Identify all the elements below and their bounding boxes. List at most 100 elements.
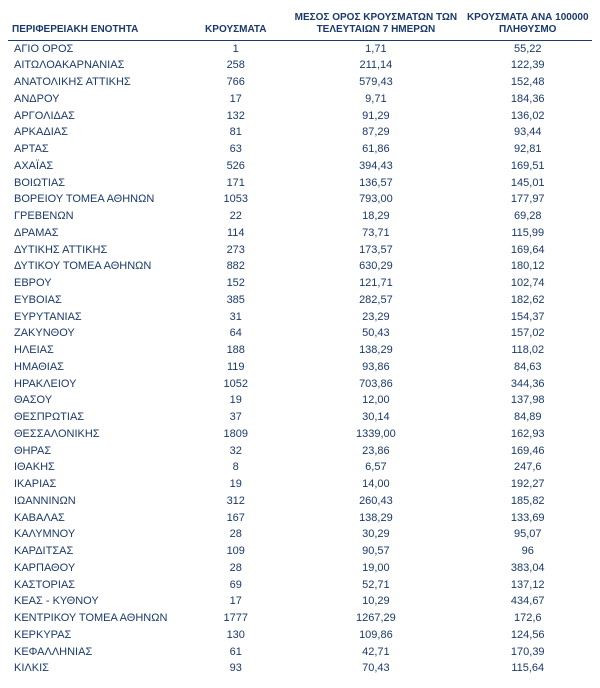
cell-region: ΚΕΑΣ - ΚΥΘΝΟΥ bbox=[8, 594, 183, 611]
cell-avg7: 579,43 bbox=[288, 75, 463, 92]
cell-per100k: 96 bbox=[463, 544, 592, 561]
cell-avg7: 73,71 bbox=[288, 225, 463, 242]
cell-per100k: 84,89 bbox=[463, 410, 592, 427]
cell-region: ΗΜΑΘΙΑΣ bbox=[8, 359, 183, 376]
table-row: ΕΒΡΟΥ152121,71102,74 bbox=[8, 276, 592, 293]
table-row: ΚΙΛΚΙΣ9370,43115,64 bbox=[8, 661, 592, 678]
table-row: ΚΑΡΔΙΤΣΑΣ10990,5796 bbox=[8, 544, 592, 561]
col-cases: ΚΡΟΥΣΜΑΤΑ bbox=[183, 10, 288, 41]
cell-cases: 258 bbox=[183, 58, 288, 75]
table-row: ΑΡΓΟΛΙΔΑΣ13291,29136,02 bbox=[8, 108, 592, 125]
cell-cases: 64 bbox=[183, 326, 288, 343]
col-region: ΠΕΡΙΦΕΡΕΙΑΚΗ ΕΝΟΤΗΤΑ bbox=[8, 10, 183, 41]
cell-cases: 766 bbox=[183, 75, 288, 92]
cell-cases: 385 bbox=[183, 292, 288, 309]
cell-avg7: 138,29 bbox=[288, 510, 463, 527]
table-row: ΑΧΑΪΑΣ526394,43169,51 bbox=[8, 158, 592, 175]
table-row: ΚΕΡΚΥΡΑΣ130109,86124,56 bbox=[8, 627, 592, 644]
cell-avg7: 23,29 bbox=[288, 309, 463, 326]
cell-cases: 152 bbox=[183, 276, 288, 293]
table-row: ΚΑΒΑΛΑΣ167138,29133,69 bbox=[8, 510, 592, 527]
table-row: ΘΕΣΣΑΛΟΝΙΚΗΣ18091339,00162,93 bbox=[8, 426, 592, 443]
cell-region: ΑΡΤΑΣ bbox=[8, 142, 183, 159]
cell-region: ΚΑΒΑΛΑΣ bbox=[8, 510, 183, 527]
cell-cases: 17 bbox=[183, 91, 288, 108]
cell-avg7: 1339,00 bbox=[288, 426, 463, 443]
table-header: ΠΕΡΙΦΕΡΕΙΑΚΗ ΕΝΟΤΗΤΑ ΚΡΟΥΣΜΑΤΑ ΜΕΣΟΣ ΟΡΟ… bbox=[8, 10, 592, 41]
cell-per100k: 137,98 bbox=[463, 393, 592, 410]
cell-cases: 61 bbox=[183, 644, 288, 661]
table-row: ΚΑΛΥΜΝΟΥ2830,2995,07 bbox=[8, 527, 592, 544]
cell-avg7: 10,29 bbox=[288, 594, 463, 611]
cell-region: ΚΙΛΚΙΣ bbox=[8, 661, 183, 678]
cell-avg7: 14,00 bbox=[288, 477, 463, 494]
cell-avg7: 173,57 bbox=[288, 242, 463, 259]
table-row: ΗΛΕΙΑΣ188138,29118,02 bbox=[8, 343, 592, 360]
cell-cases: 1 bbox=[183, 41, 288, 58]
table-row: ΘΕΣΠΡΩΤΙΑΣ3730,1484,89 bbox=[8, 410, 592, 427]
cell-per100k: 115,64 bbox=[463, 661, 592, 678]
cell-per100k: 145,01 bbox=[463, 175, 592, 192]
table-row: ΗΜΑΘΙΑΣ11993,8684,63 bbox=[8, 359, 592, 376]
cell-region: ΙΩΑΝΝΙΝΩΝ bbox=[8, 493, 183, 510]
cell-per100k: 133,69 bbox=[463, 510, 592, 527]
cell-region: ΔΥΤΙΚΗΣ ΑΤΤΙΚΗΣ bbox=[8, 242, 183, 259]
cell-avg7: 260,43 bbox=[288, 493, 463, 510]
cell-avg7: 52,71 bbox=[288, 577, 463, 594]
cases-table: ΠΕΡΙΦΕΡΕΙΑΚΗ ΕΝΟΤΗΤΑ ΚΡΟΥΣΜΑΤΑ ΜΕΣΟΣ ΟΡΟ… bbox=[8, 10, 592, 678]
cell-avg7: 793,00 bbox=[288, 192, 463, 209]
cell-per100k: 169,64 bbox=[463, 242, 592, 259]
cell-region: ΑΓΙΟ ΟΡΟΣ bbox=[8, 41, 183, 58]
cell-cases: 119 bbox=[183, 359, 288, 376]
table-row: ΗΡΑΚΛΕΙΟΥ1052703,86344,36 bbox=[8, 376, 592, 393]
table-row: ΑΝΑΤΟΛΙΚΗΣ ΑΤΤΙΚΗΣ766579,43152,48 bbox=[8, 75, 592, 92]
cell-cases: 109 bbox=[183, 544, 288, 561]
table-row: ΙΘΑΚΗΣ86,57247,6 bbox=[8, 460, 592, 477]
table-row: ΓΡΕΒΕΝΩΝ2218,2969,28 bbox=[8, 209, 592, 226]
cell-cases: 31 bbox=[183, 309, 288, 326]
table-row: ΘΑΣΟΥ1912,00137,98 bbox=[8, 393, 592, 410]
cell-avg7: 394,43 bbox=[288, 158, 463, 175]
cell-avg7: 18,29 bbox=[288, 209, 463, 226]
cell-per100k: 434,67 bbox=[463, 594, 592, 611]
cell-region: ΑΝΑΤΟΛΙΚΗΣ ΑΤΤΙΚΗΣ bbox=[8, 75, 183, 92]
table-row: ΙΚΑΡΙΑΣ1914,00192,27 bbox=[8, 477, 592, 494]
cell-per100k: 69,28 bbox=[463, 209, 592, 226]
cell-avg7: 1267,29 bbox=[288, 611, 463, 628]
cell-region: ΘΑΣΟΥ bbox=[8, 393, 183, 410]
cell-per100k: 247,6 bbox=[463, 460, 592, 477]
cell-region: ΚΑΛΥΜΝΟΥ bbox=[8, 527, 183, 544]
cell-avg7: 30,29 bbox=[288, 527, 463, 544]
cell-per100k: 102,74 bbox=[463, 276, 592, 293]
cell-cases: 1777 bbox=[183, 611, 288, 628]
cell-region: ΚΕΦΑΛΛΗΝΙΑΣ bbox=[8, 644, 183, 661]
cell-cases: 63 bbox=[183, 142, 288, 159]
table-row: ΚΕΝΤΡΙΚΟΥ ΤΟΜΕΑ ΑΘΗΝΩΝ17771267,29172,6 bbox=[8, 611, 592, 628]
cell-region: ΓΡΕΒΕΝΩΝ bbox=[8, 209, 183, 226]
cell-avg7: 93,86 bbox=[288, 359, 463, 376]
cell-region: ΙΚΑΡΙΑΣ bbox=[8, 477, 183, 494]
cell-region: ΗΡΑΚΛΕΙΟΥ bbox=[8, 376, 183, 393]
cell-cases: 312 bbox=[183, 493, 288, 510]
cell-avg7: 30,14 bbox=[288, 410, 463, 427]
cell-per100k: 136,02 bbox=[463, 108, 592, 125]
cell-region: ΕΥΒΟΙΑΣ bbox=[8, 292, 183, 309]
cell-cases: 93 bbox=[183, 661, 288, 678]
table-row: ΒΟΡΕΙΟΥ ΤΟΜΕΑ ΑΘΗΝΩΝ1053793,00177,97 bbox=[8, 192, 592, 209]
cell-cases: 130 bbox=[183, 627, 288, 644]
cell-per100k: 185,82 bbox=[463, 493, 592, 510]
cell-avg7: 91,29 bbox=[288, 108, 463, 125]
cell-per100k: 192,27 bbox=[463, 477, 592, 494]
cell-per100k: 55,22 bbox=[463, 41, 592, 58]
table-row: ΕΥΒΟΙΑΣ385282,57182,62 bbox=[8, 292, 592, 309]
table-row: ΑΡΤΑΣ6361,8692,81 bbox=[8, 142, 592, 159]
cell-cases: 167 bbox=[183, 510, 288, 527]
cell-avg7: 61,86 bbox=[288, 142, 463, 159]
cell-per100k: 162,93 bbox=[463, 426, 592, 443]
cell-region: ΚΑΣΤΟΡΙΑΣ bbox=[8, 577, 183, 594]
table-row: ΘΗΡΑΣ3223,86169,46 bbox=[8, 443, 592, 460]
cell-cases: 81 bbox=[183, 125, 288, 142]
cell-avg7: 1,71 bbox=[288, 41, 463, 58]
cell-cases: 28 bbox=[183, 527, 288, 544]
table-row: ΚΕΑΣ - ΚΥΘΝΟΥ1710,29434,67 bbox=[8, 594, 592, 611]
